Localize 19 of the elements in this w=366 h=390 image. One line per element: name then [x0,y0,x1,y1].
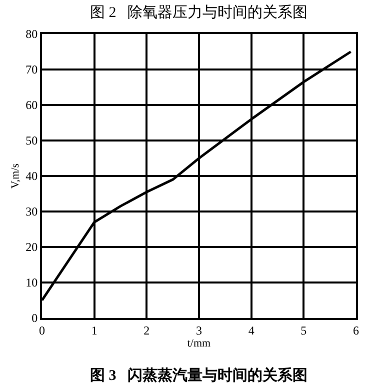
y-tick-label: 50 [26,134,38,148]
y-tick-label: 10 [26,276,38,290]
y-tick-label: 60 [26,98,38,112]
y-tick-label: 20 [26,240,38,254]
y-axis-title: V,m/s [10,163,22,189]
x-tick-label: 5 [300,323,307,338]
x-tick-label: 1 [91,323,98,338]
y-tick-label: 80 [26,27,38,42]
x-tick-label: 4 [248,323,254,338]
y-tick-label: 0 [32,311,38,326]
y-tick-label: 40 [26,169,38,184]
x-tick-label: 6 [353,323,359,338]
x-tick-label: 2 [144,323,150,338]
y-tick-label: 70 [26,62,38,77]
x-tick-label: 3 [196,323,202,338]
x-axis-title: t/mm [187,337,212,350]
y-tick-label: 30 [26,204,38,219]
text: 图 3 闪蒸蒸汽量与时间的关系图 [90,367,308,384]
caption: 图 2 除氧器压力与时间的关系图 [90,4,308,21]
